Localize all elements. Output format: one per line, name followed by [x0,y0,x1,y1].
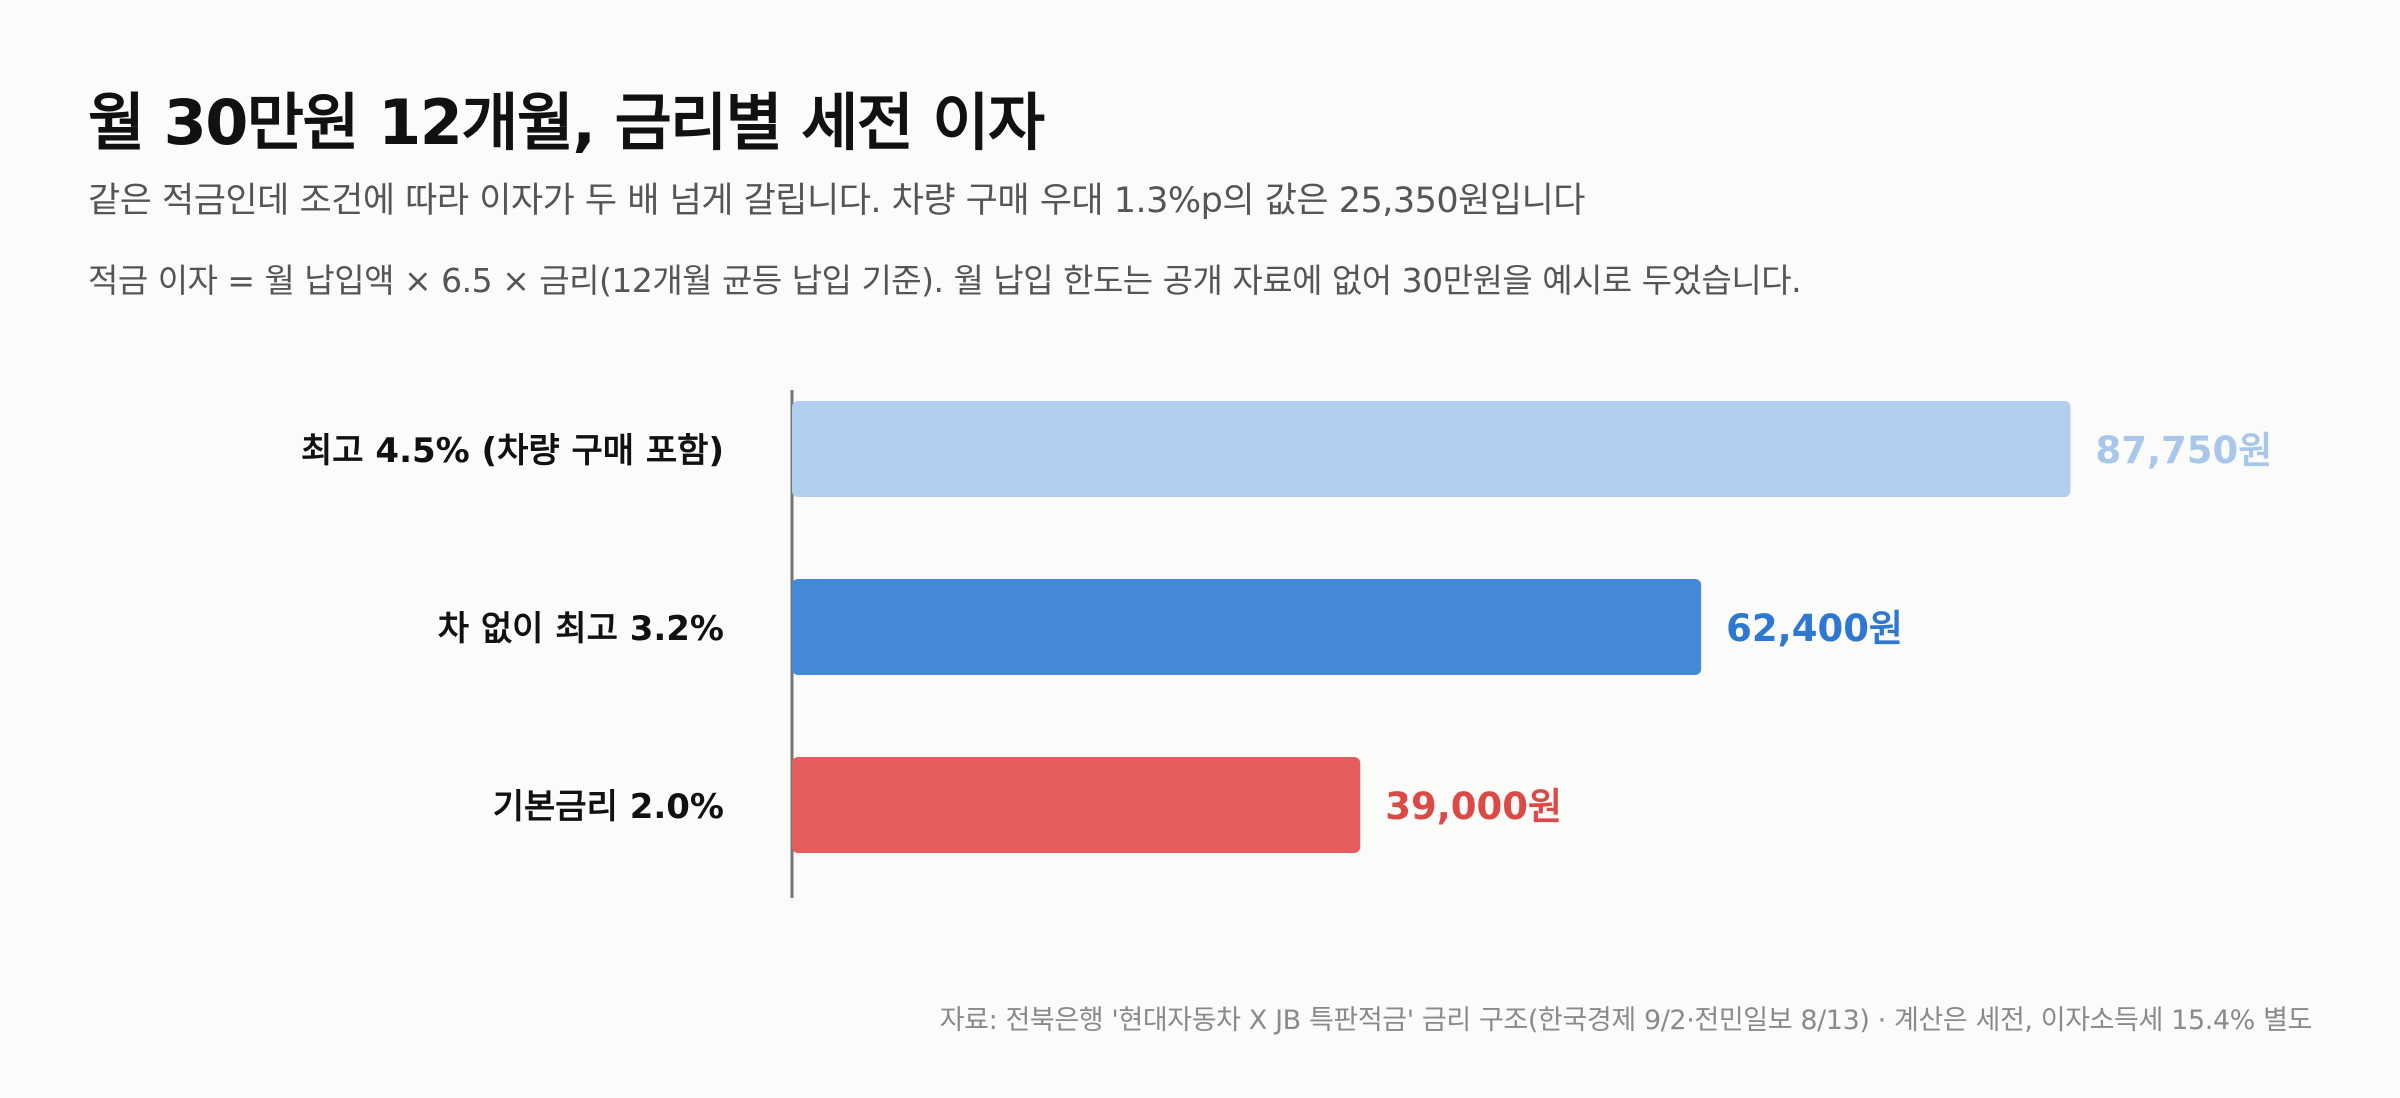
category-label: 차 없이 최고 3.2% [438,609,724,649]
value-label: 39,000원 [1385,785,1562,828]
value-label: 87,750원 [2096,429,2273,472]
chart-subtitle: 같은 적금인데 조건에 따라 이자가 두 배 넘게 갈립니다. 차량 구매 우대… [88,181,1586,221]
value-label: 62,400원 [1726,607,1903,650]
bar [792,757,1361,853]
source-note: 자료: 전북은행 '현대자동차 X JB 특판적금' 금리 구조(한국경제 9/… [939,1005,2313,1036]
bar [792,579,1702,675]
category-label: 기본금리 2.0% [493,787,724,827]
bar [792,401,2071,497]
chart-title: 월 30만원 12개월, 금리별 세전 이자 [88,86,1045,159]
category-label: 최고 4.5% (차량 구매 포함) [301,431,724,471]
formula-note: 적금 이자 = 월 납입액 × 6.5 × 금리(12개월 균등 납입 기준).… [88,261,1802,300]
